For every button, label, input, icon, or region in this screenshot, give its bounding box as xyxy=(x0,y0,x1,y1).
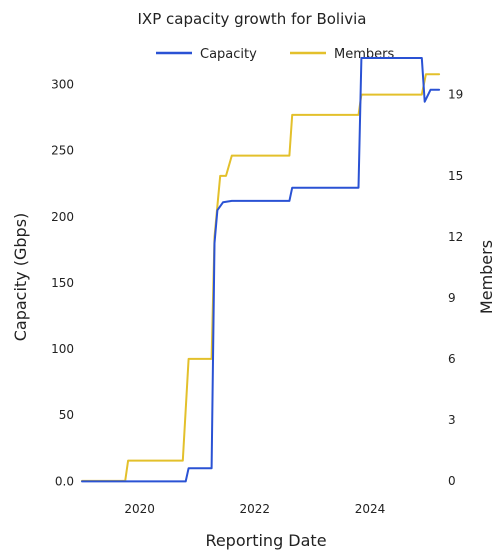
series-line-members xyxy=(81,73,441,482)
x-axis: 2020 2022 2024 xyxy=(124,502,385,516)
x-tick-label: 2022 xyxy=(240,502,271,516)
y2-tick-label: 3 xyxy=(448,413,456,427)
x-tick-label: 2020 xyxy=(124,502,155,516)
chart-title: IXP capacity growth for Bolivia xyxy=(138,10,367,28)
legend: Capacity Members xyxy=(156,47,394,62)
y-tick-label: 250 xyxy=(51,144,74,158)
series-layer xyxy=(81,57,441,483)
y-tick-label: 50 xyxy=(59,408,74,422)
x-axis-title: Reporting Date xyxy=(205,531,326,550)
y-axis-title: Capacity (Gbps) xyxy=(11,213,30,342)
y2-tick-label: 6 xyxy=(448,352,456,366)
series-line-capacity xyxy=(81,57,441,483)
y2-tick-label: 15 xyxy=(448,169,463,183)
legend-label-capacity: Capacity xyxy=(200,47,257,62)
x-tick-label: 2024 xyxy=(355,502,386,516)
y2-tick-label: 12 xyxy=(448,230,463,244)
y-axis-right: 0 3 6 9 12 15 19 xyxy=(448,88,463,488)
y2-axis-title: Members xyxy=(477,240,496,314)
y2-tick-label: 9 xyxy=(448,291,456,305)
y-tick-label: 300 xyxy=(51,77,74,91)
y-tick-label: 150 xyxy=(51,276,74,290)
y2-tick-label: 0 xyxy=(448,474,456,488)
y-tick-label: 0.0 xyxy=(55,474,74,488)
y-tick-label: 200 xyxy=(51,210,74,224)
y-tick-label: 100 xyxy=(51,342,74,356)
y2-tick-label: 19 xyxy=(448,88,463,102)
y-axis-left: 0.0 50 100 150 200 250 300 xyxy=(51,77,74,488)
legend-label-members: Members xyxy=(334,47,394,62)
